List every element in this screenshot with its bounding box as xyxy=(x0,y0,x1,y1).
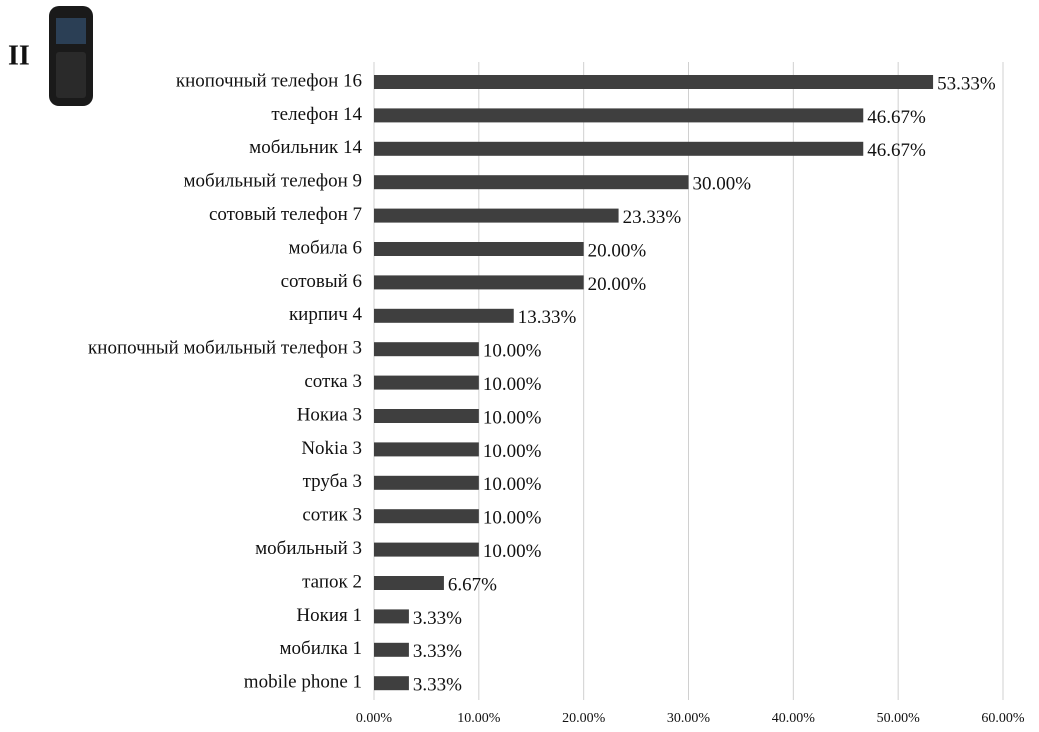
value-label: 46.67% xyxy=(867,107,926,128)
y-tick-label: кнопочный мобильный телефон 3 xyxy=(88,338,362,359)
value-label: 3.33% xyxy=(413,641,462,662)
bar xyxy=(374,75,934,89)
value-label: 10.00% xyxy=(483,508,542,529)
bar xyxy=(374,676,409,691)
y-tick-label: мобилка 1 xyxy=(280,638,362,659)
value-label: 23.33% xyxy=(623,207,682,228)
value-label: 13.33% xyxy=(518,307,577,328)
bar xyxy=(374,642,409,657)
y-tick-label: телефон 14 xyxy=(271,104,362,125)
bar xyxy=(374,342,479,357)
y-tick-label: mobile phone 1 xyxy=(244,672,362,693)
bar xyxy=(374,275,584,290)
bar xyxy=(374,542,479,557)
value-label: 20.00% xyxy=(588,274,647,295)
value-label: 10.00% xyxy=(483,341,542,362)
bar xyxy=(374,475,479,490)
bar xyxy=(374,609,409,624)
bar xyxy=(374,208,619,223)
bar xyxy=(374,442,479,457)
value-label: 46.67% xyxy=(867,140,926,161)
y-tick-label: Нокиа 3 xyxy=(297,404,362,425)
bar xyxy=(374,141,864,156)
y-tick-label: мобильник 14 xyxy=(249,137,362,158)
value-label: 30.00% xyxy=(693,174,752,195)
y-tick-label: Nokia 3 xyxy=(301,438,362,459)
y-tick-label: мобила 6 xyxy=(288,237,362,258)
bar xyxy=(374,375,479,390)
value-label: 10.00% xyxy=(483,441,542,462)
x-tick-label: 60.00% xyxy=(981,711,1025,726)
y-tick-label: сотка 3 xyxy=(304,371,362,392)
y-tick-label: сотовый телефон 7 xyxy=(209,204,362,225)
bar xyxy=(374,308,514,323)
x-tick-label: 20.00% xyxy=(562,711,606,726)
x-tick-label: 10.00% xyxy=(457,711,501,726)
value-label: 10.00% xyxy=(483,541,542,562)
value-label: 6.67% xyxy=(448,574,497,595)
y-tick-label: кирпич 4 xyxy=(289,304,363,325)
bar xyxy=(374,242,584,256)
y-tick-label: сотик 3 xyxy=(302,505,362,526)
bar xyxy=(374,409,479,423)
y-tick-label: Нокия 1 xyxy=(296,605,362,626)
bar xyxy=(374,509,479,524)
x-tick-label: 50.00% xyxy=(877,711,921,726)
value-label: 10.00% xyxy=(483,474,542,495)
bar xyxy=(374,175,689,190)
value-label: 20.00% xyxy=(588,240,647,261)
y-tick-label: тапок 2 xyxy=(302,571,362,592)
value-label: 10.00% xyxy=(483,407,542,428)
value-label: 3.33% xyxy=(413,675,462,696)
value-label: 3.33% xyxy=(413,608,462,629)
y-tick-label: кнопочный телефон 16 xyxy=(176,70,362,91)
y-tick-label: сотовый 6 xyxy=(281,271,362,292)
y-tick-label: мобильный телефон 9 xyxy=(184,171,362,192)
x-tick-label: 40.00% xyxy=(772,711,816,726)
value-label: 10.00% xyxy=(483,374,542,395)
x-tick-label: 0.00% xyxy=(356,711,393,726)
bar xyxy=(374,576,444,590)
y-tick-label: мобильный 3 xyxy=(255,538,362,559)
phone-icon xyxy=(49,6,93,106)
x-tick-label: 30.00% xyxy=(667,711,711,726)
value-label: 53.33% xyxy=(937,73,996,94)
bar xyxy=(374,108,864,123)
y-tick-label: труба 3 xyxy=(303,471,362,492)
panel-label: II xyxy=(8,40,30,71)
